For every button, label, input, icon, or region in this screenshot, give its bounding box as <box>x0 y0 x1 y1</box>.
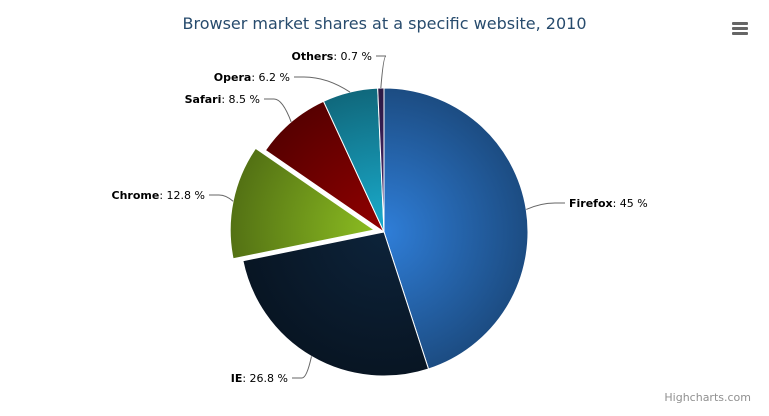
label-connector <box>209 194 234 202</box>
label-connector <box>376 55 387 89</box>
label-connector <box>294 76 351 93</box>
data-label: Opera: 6.2 % <box>214 71 290 84</box>
data-label: Others: 0.7 % <box>291 50 372 63</box>
data-label: Chrome: 12.8 % <box>112 189 205 202</box>
pie-slice-ie[interactable] <box>242 231 430 377</box>
chart-title: Browser market shares at a specific webs… <box>182 14 587 33</box>
data-label: IE: 26.8 % <box>231 372 288 385</box>
pie-slice-others[interactable] <box>377 87 385 233</box>
credits-link[interactable]: Highcharts.com <box>664 391 751 404</box>
hamburger-menu-icon[interactable] <box>728 20 752 40</box>
label-connector <box>264 98 292 123</box>
pie-slice-firefox[interactable] <box>383 87 529 370</box>
label-connector <box>292 356 312 379</box>
data-label: Firefox: 45 % <box>569 197 648 210</box>
data-label: Safari: 8.5 % <box>185 93 260 106</box>
label-connector <box>526 202 565 210</box>
